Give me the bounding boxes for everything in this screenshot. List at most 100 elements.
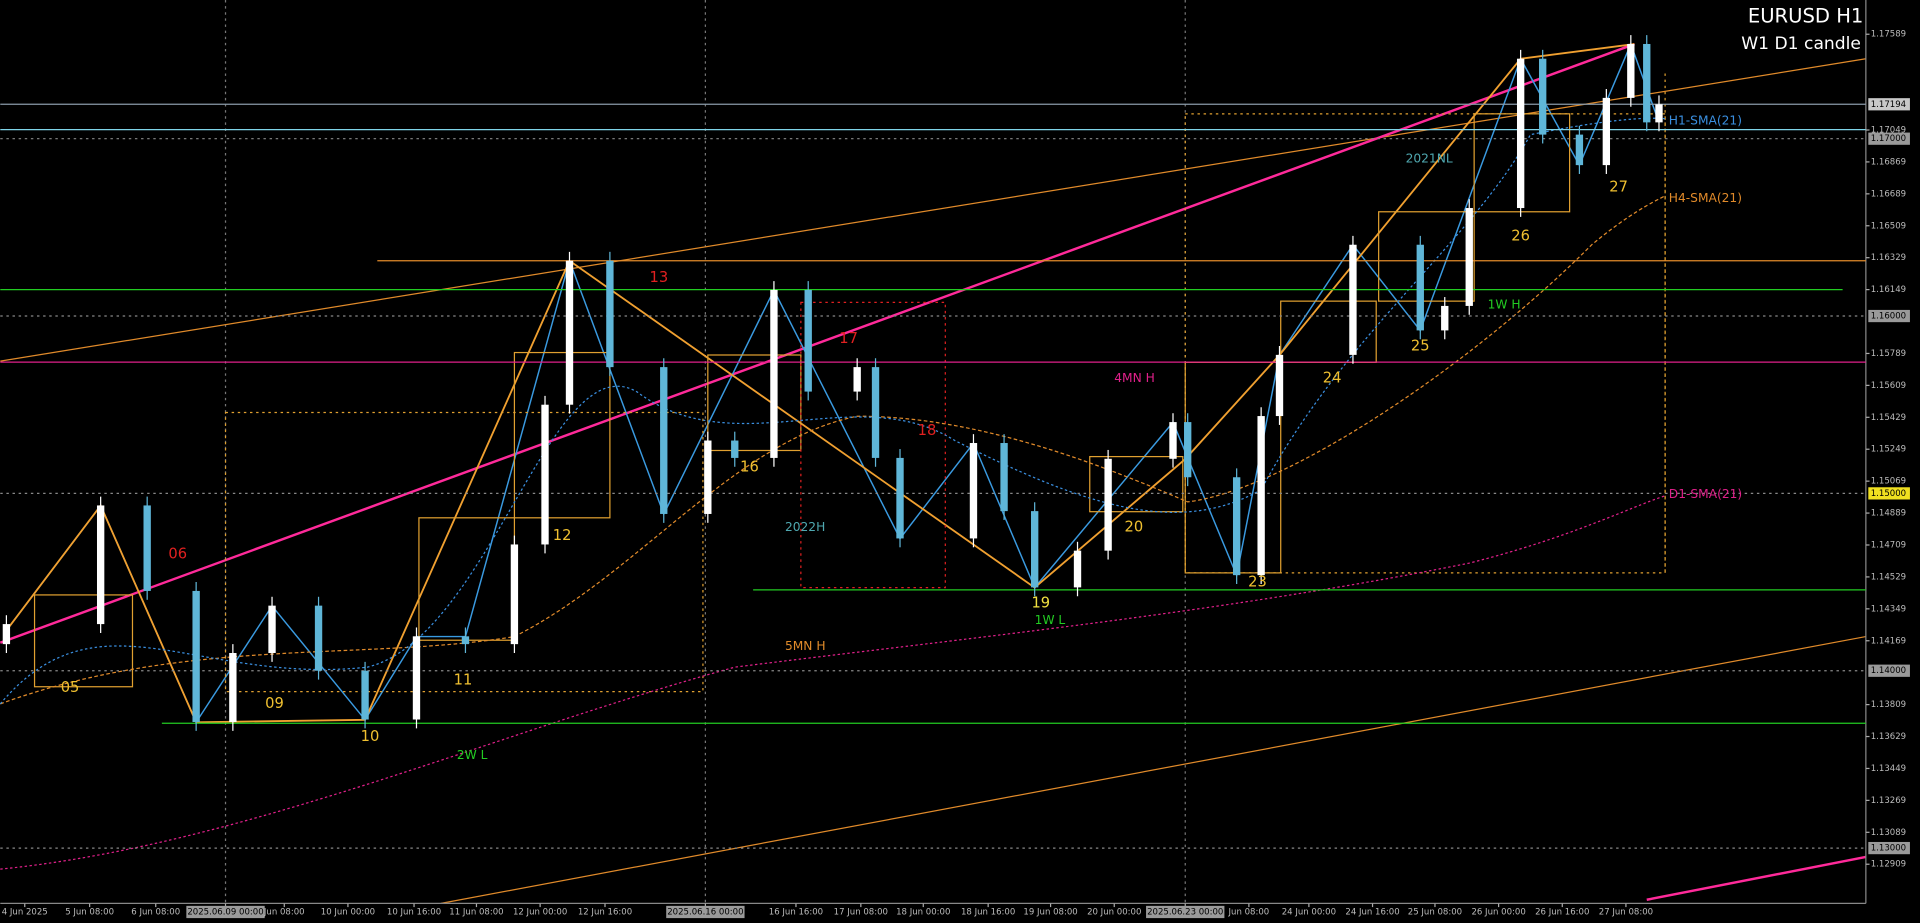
candle-body xyxy=(565,260,574,405)
price-label: 1.17000 xyxy=(1871,134,1906,144)
x-tick-label: 12 Jun 00:00 xyxy=(513,907,567,917)
level-label: 1W L xyxy=(1035,613,1066,627)
y-tick-label: 1.16149 xyxy=(1871,285,1906,295)
wave-label: 16 xyxy=(740,459,759,476)
price-label: 1.13000 xyxy=(1871,844,1906,854)
y-tick-label: 1.17589 xyxy=(1871,30,1906,40)
chart-title: EURUSD H1 xyxy=(1748,5,1864,28)
candle-body xyxy=(1031,511,1039,588)
x-tick-label: 18 Jun 16:00 xyxy=(961,907,1015,917)
price-box xyxy=(1868,487,1910,500)
x-tick-label: 2025.06.23 00:00 xyxy=(1147,907,1223,917)
annotation: 2022H xyxy=(785,520,825,534)
candle-body xyxy=(2,624,11,645)
annotation: 5MN H xyxy=(785,639,826,653)
trend-line xyxy=(440,635,1866,905)
candle-body xyxy=(853,367,861,392)
y-tick-label: 1.15609 xyxy=(1871,381,1906,391)
wave-label: 12 xyxy=(553,527,572,544)
sma-line xyxy=(0,495,1666,870)
trend-line xyxy=(0,42,1635,644)
candle-body xyxy=(1257,416,1265,576)
wave-label: 18 xyxy=(918,422,937,439)
candle-body xyxy=(1465,208,1473,306)
candle-body xyxy=(1539,58,1547,135)
price-label: 1.15000 xyxy=(1871,489,1906,499)
box xyxy=(1089,455,1184,513)
wave-label: 23 xyxy=(1248,574,1267,591)
candle-body xyxy=(770,289,778,458)
indicator-label: H1-SMA(21) xyxy=(1669,114,1742,128)
y-tick-label: 1.12909 xyxy=(1871,860,1906,870)
x-tick-label: 6 Jun 08:00 xyxy=(131,907,180,917)
price-box xyxy=(1868,841,1910,855)
y-tick-label: 1.14169 xyxy=(1871,636,1906,646)
candle-body xyxy=(1575,134,1584,166)
x-tick-label: 27 Jun 08:00 xyxy=(1599,907,1653,917)
wave-label: 06 xyxy=(168,546,187,563)
level-label: 1W H xyxy=(1488,297,1521,311)
chart-subtitle: W1 D1 candle xyxy=(1741,34,1861,54)
x-tick-box xyxy=(666,905,745,919)
box xyxy=(800,301,946,589)
price-box xyxy=(1868,664,1910,677)
sma-line xyxy=(0,195,1666,705)
box xyxy=(1378,211,1475,302)
price-label: 1.14000 xyxy=(1871,666,1906,676)
box xyxy=(1184,113,1666,574)
y-tick-label: 1.15249 xyxy=(1871,445,1906,455)
level-label: 2W L xyxy=(457,748,488,762)
candle-body xyxy=(969,443,978,539)
trend-line xyxy=(1646,855,1867,901)
x-tick-label: 2025.06.16 00:00 xyxy=(667,907,743,917)
x-tick-label: 10 Jun 16:00 xyxy=(387,907,441,917)
x-tick-label: 19 Jun 08:00 xyxy=(1023,907,1077,917)
candle-body xyxy=(1643,43,1651,123)
price-box xyxy=(1868,132,1910,145)
candle-body xyxy=(1627,43,1635,98)
wave-label: 10 xyxy=(361,728,380,745)
wave-label: 11 xyxy=(454,672,473,689)
candle-body xyxy=(461,636,470,645)
wave-label: 17 xyxy=(839,330,858,347)
candle-body xyxy=(1232,477,1241,576)
candle-body xyxy=(192,590,200,722)
candle-body xyxy=(871,367,880,458)
x-tick-label: Jun 08:00 xyxy=(1228,907,1270,917)
candle-body xyxy=(1073,550,1082,588)
y-tick-label: 1.16869 xyxy=(1871,157,1906,167)
x-tick-label: 25 Jun 08:00 xyxy=(1408,907,1462,917)
annotation: 2021NL xyxy=(1406,152,1453,166)
y-tick-label: 1.15069 xyxy=(1871,477,1906,487)
candle-body xyxy=(268,605,276,653)
candle-body xyxy=(541,404,549,545)
wave-label: 26 xyxy=(1511,227,1530,244)
candle-body xyxy=(412,636,421,720)
wave-label: 13 xyxy=(650,269,669,286)
candle-body xyxy=(229,652,237,722)
x-tick-box xyxy=(186,905,265,919)
candle-body xyxy=(1275,354,1284,417)
candle-body xyxy=(1104,458,1112,551)
price-label: 1.17194 xyxy=(1871,100,1906,110)
x-tick-label: 26 Jun 00:00 xyxy=(1471,907,1525,917)
x-tick-label: 24 Jun 16:00 xyxy=(1345,907,1399,917)
candle-body xyxy=(96,505,105,625)
box xyxy=(513,351,611,519)
candle-body xyxy=(1516,58,1525,209)
y-tick-label: 1.13449 xyxy=(1871,764,1906,774)
candle-body xyxy=(704,440,712,514)
candle-body xyxy=(314,605,323,671)
y-tick-label: 1.17049 xyxy=(1871,125,1906,135)
x-tick-label: 18 Jun 00:00 xyxy=(896,907,950,917)
candle-body xyxy=(1602,97,1611,166)
indicator-label: D1-SMA(21) xyxy=(1669,487,1742,501)
wave-label: 05 xyxy=(61,679,80,696)
candle-body xyxy=(143,505,151,591)
wave-label: 20 xyxy=(1124,519,1143,536)
x-tick-label: 10 Jun 00:00 xyxy=(321,907,375,917)
x-tick-label: 11 Jun 08:00 xyxy=(449,907,503,917)
candle-body xyxy=(606,260,614,368)
